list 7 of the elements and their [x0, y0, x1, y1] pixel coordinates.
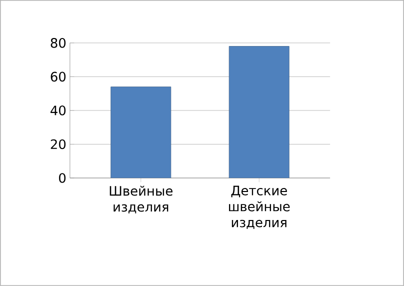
y-tick-label: 80: [50, 38, 66, 48]
y-tick-label: 60: [50, 72, 66, 82]
y-tick-label: 40: [50, 106, 66, 116]
y-tick-label: 0: [59, 173, 66, 183]
x-tick-label: Детские швейные изделия: [229, 186, 290, 229]
y-tick-label: 20: [50, 139, 66, 150]
x-tick-label: Швейные изделия: [110, 186, 172, 214]
